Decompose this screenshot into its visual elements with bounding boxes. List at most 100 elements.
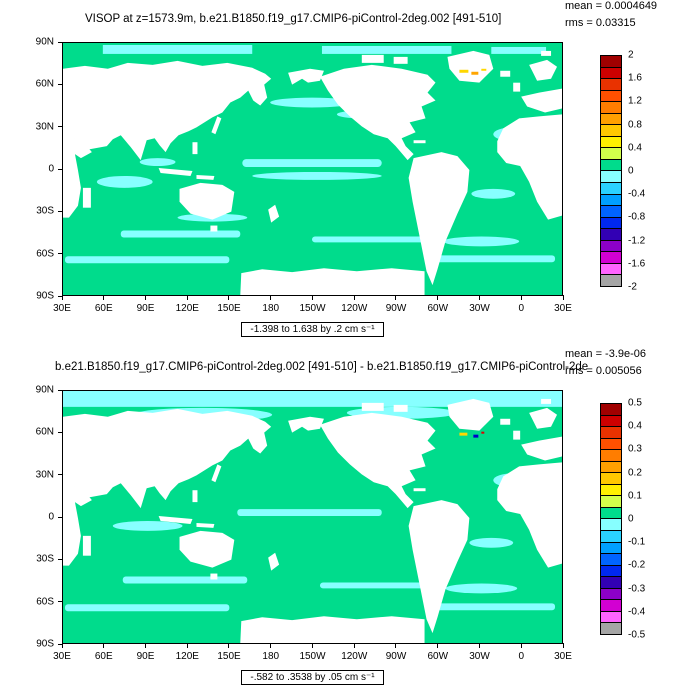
rms-stat: rms = 0.005056 bbox=[565, 365, 642, 377]
colorbar-segment bbox=[601, 206, 621, 218]
colorbar-segment bbox=[601, 415, 621, 428]
panel-bottom: mean = -3.9e-06 rms = 0.005056 b.e21.B18… bbox=[0, 348, 700, 696]
colorbar-segment bbox=[601, 159, 621, 172]
x-axis-label: 60E bbox=[94, 651, 113, 662]
tick-mark bbox=[61, 643, 63, 648]
anomaly-specks bbox=[459, 431, 485, 438]
tick-mark bbox=[520, 295, 522, 300]
colorbar-labels: 0.5 0.4 0.3 0.2 0.1 0 -0.1 -0.2 -0.3 -0.4 -0.5 bbox=[628, 398, 668, 641]
colorbar-label: 0 bbox=[628, 165, 634, 177]
colorbar-segment bbox=[601, 125, 621, 137]
colorbar-label: 0.3 bbox=[628, 443, 642, 455]
x-axis-label: 60E bbox=[94, 303, 113, 314]
colorbar-label: 2 bbox=[628, 49, 634, 61]
tick-mark bbox=[103, 643, 105, 648]
colorbar-segment bbox=[601, 611, 621, 624]
colorbar-label: -0.4 bbox=[628, 606, 646, 618]
tick-mark bbox=[58, 295, 63, 297]
colorbar-segment bbox=[601, 79, 621, 91]
tick-mark bbox=[58, 558, 63, 560]
colorbar-segment bbox=[601, 507, 621, 520]
tick-mark bbox=[58, 253, 63, 255]
contour-range-caption: -.582 to .3538 by .05 cm s⁻¹ bbox=[241, 670, 384, 685]
tick-mark bbox=[353, 295, 355, 300]
colorbar-segment bbox=[601, 531, 621, 543]
tick-mark bbox=[520, 643, 522, 648]
x-axis-label: 60W bbox=[427, 651, 449, 662]
colorbar-segment bbox=[601, 577, 621, 589]
x-axis-label: 0 bbox=[518, 303, 525, 314]
mean-stat: mean = -3.9e-06 bbox=[565, 348, 647, 360]
mean-stat: mean = 0.0004649 bbox=[565, 0, 658, 12]
y-axis-label: 30S bbox=[36, 205, 54, 217]
rms-stat: rms = 0.03315 bbox=[565, 17, 636, 29]
tick-mark bbox=[58, 601, 63, 603]
tick-mark bbox=[228, 295, 230, 300]
map-plot bbox=[58, 389, 564, 648]
colorbar bbox=[600, 403, 622, 635]
x-axis-label: 120W bbox=[341, 303, 368, 314]
colorbar-segment bbox=[601, 90, 621, 103]
x-axis-label: 30E bbox=[554, 303, 572, 314]
colorbar-segment bbox=[601, 194, 621, 207]
colorbar-label: -2 bbox=[628, 281, 637, 293]
colorbar-segment bbox=[601, 275, 621, 286]
colorbar-segment bbox=[601, 427, 621, 439]
tick-mark bbox=[58, 516, 63, 518]
colorbar-label: -0.3 bbox=[628, 583, 646, 595]
tick-mark bbox=[186, 295, 188, 300]
tick-mark bbox=[479, 643, 480, 648]
tick-mark bbox=[270, 295, 272, 300]
x-axis-label: 90E bbox=[136, 651, 155, 662]
map-plot bbox=[58, 41, 564, 300]
colorbar-label: -0.2 bbox=[628, 559, 646, 571]
colorbar-segment bbox=[601, 404, 621, 416]
tick-mark bbox=[58, 83, 63, 85]
colorbar-label: 1.2 bbox=[628, 95, 642, 107]
colorbar-labels: 2 1.6 1.2 0.8 0.4 0 -0.4 -0.8 -1.2 -1.6 -2 bbox=[628, 50, 668, 293]
x-axis-ticks bbox=[61, 643, 564, 648]
colorbar-label: -0.1 bbox=[628, 536, 646, 548]
tick-mark bbox=[437, 643, 439, 648]
x-axis-labels: 30E 60E 90E 120E 150E 180 150W 120W 90W 60W 30W 0 30… bbox=[53, 651, 572, 664]
tick-mark bbox=[395, 295, 397, 300]
colorbar-segment bbox=[601, 473, 621, 485]
colorbar-segment bbox=[601, 171, 621, 184]
colorbar-segment bbox=[601, 102, 621, 114]
colorbar-label: 0.1 bbox=[628, 490, 642, 502]
tick-mark bbox=[228, 643, 230, 648]
colorbar-segment bbox=[601, 217, 621, 230]
colorbar-segment bbox=[601, 623, 621, 634]
y-axis-label: 0 bbox=[48, 511, 54, 523]
x-axis-label: 90E bbox=[136, 303, 155, 314]
x-axis-label: 150E bbox=[217, 651, 241, 662]
y-axis-label: 60N bbox=[35, 426, 54, 438]
colorbar-label: 0.4 bbox=[628, 420, 642, 432]
y-axis-label: 60S bbox=[36, 596, 54, 608]
x-axis-label: 30E bbox=[554, 651, 572, 662]
x-axis-labels: 30E 60E 90E 120E 150E 180 150W 120W 90W 60W 30W 0 30… bbox=[53, 303, 572, 316]
plot-title: VISOP at z=1573.9m, b.e21.B1850.f19_g17.… bbox=[85, 13, 502, 25]
x-axis-label: 120W bbox=[341, 651, 368, 662]
tick-mark bbox=[61, 295, 63, 300]
y-axis-label: 60S bbox=[36, 248, 54, 260]
tick-mark bbox=[312, 643, 313, 648]
x-axis-label: 60W bbox=[427, 303, 449, 314]
y-axis-label: 0 bbox=[48, 163, 54, 175]
y-axis-label: 30S bbox=[36, 553, 54, 565]
x-axis-label: 150W bbox=[299, 651, 326, 662]
x-axis-label: 150E bbox=[217, 303, 241, 314]
tick-mark bbox=[58, 431, 63, 433]
world-map-image bbox=[63, 43, 562, 295]
x-axis-label: 30E bbox=[53, 651, 71, 662]
panel-top: mean = 0.0004649 rms = 0.03315 VISOP at … bbox=[0, 0, 700, 348]
colorbar-label: 0.5 bbox=[628, 397, 642, 409]
colorbar-label: -1.6 bbox=[628, 258, 646, 270]
colorbar-segment bbox=[601, 148, 621, 160]
tick-mark bbox=[58, 643, 63, 645]
x-axis-label: 180 bbox=[262, 651, 280, 662]
colorbar-segment bbox=[601, 519, 621, 532]
caption-row: -.582 to .3538 by .05 cm s⁻¹ bbox=[62, 667, 563, 685]
colorbar-segment bbox=[601, 183, 621, 195]
x-axis-label: 120E bbox=[175, 303, 199, 314]
